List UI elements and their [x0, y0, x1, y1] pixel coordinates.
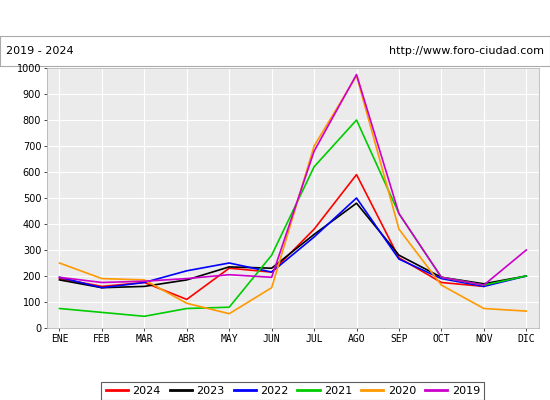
Legend: 2024, 2023, 2022, 2021, 2020, 2019: 2024, 2023, 2022, 2021, 2020, 2019: [101, 382, 485, 400]
Text: Evolucion Nº Turistas Nacionales en el municipio de Cabranes: Evolucion Nº Turistas Nacionales en el m…: [69, 12, 481, 24]
Text: http://www.foro-ciudad.com: http://www.foro-ciudad.com: [389, 46, 544, 56]
Text: 2019 - 2024: 2019 - 2024: [6, 46, 73, 56]
